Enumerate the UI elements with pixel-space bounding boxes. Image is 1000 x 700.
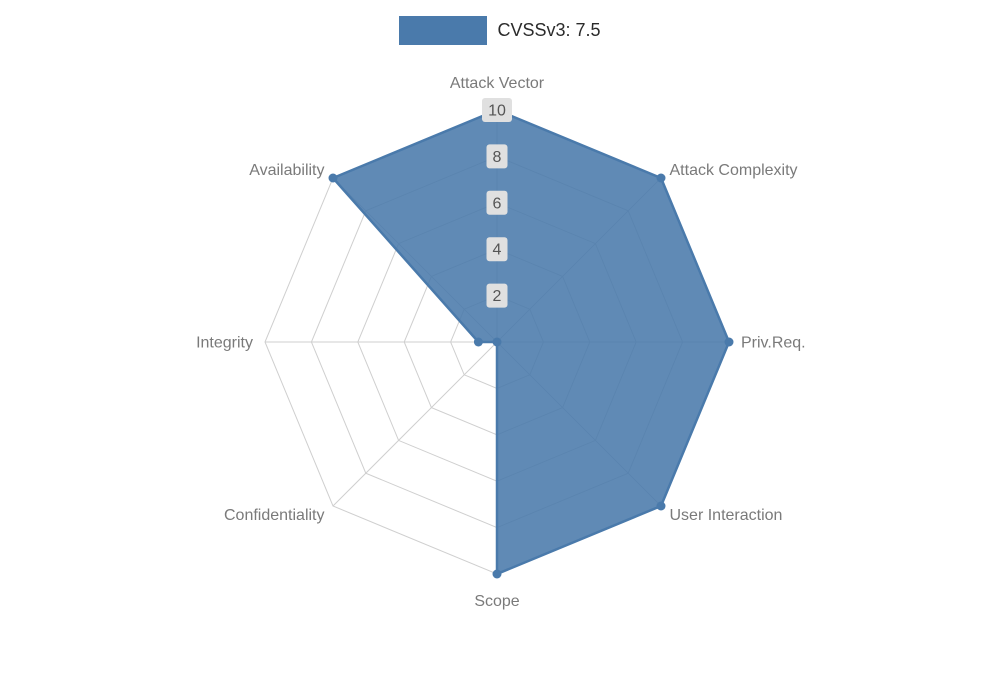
legend-swatch bbox=[399, 16, 488, 45]
radial-tick-label: 6 bbox=[493, 195, 502, 212]
radial-tick-label: 4 bbox=[493, 242, 502, 259]
radial-tick-bg bbox=[486, 283, 508, 308]
radial-tick-bg bbox=[486, 144, 508, 169]
data-point-marker[interactable] bbox=[492, 337, 502, 347]
legend-label: CVSSv3: 7.5 bbox=[497, 20, 601, 40]
radial-tick-label: 8 bbox=[493, 149, 502, 166]
data-point-marker[interactable] bbox=[492, 569, 502, 579]
axis-label-attack-vector: Attack Vector bbox=[450, 75, 545, 92]
radial-tick-label: 10 bbox=[488, 103, 506, 120]
data-point-marker[interactable] bbox=[473, 337, 483, 347]
data-point-marker[interactable] bbox=[656, 501, 666, 511]
radial-tick-bg bbox=[486, 190, 508, 215]
axis-label-priv-req: Priv.Req. bbox=[741, 335, 806, 352]
axis-label-confidentiality: Confidentiality bbox=[224, 507, 325, 524]
axis-label-user-interaction: User Interaction bbox=[670, 507, 783, 524]
axis-label-availability: Availability bbox=[249, 162, 324, 179]
axis-label-scope: Scope bbox=[474, 593, 519, 610]
axis-label-attack-complexity: Attack Complexity bbox=[670, 162, 798, 179]
data-point-marker[interactable] bbox=[656, 173, 666, 183]
radial-tick-bg bbox=[482, 98, 512, 122]
chart-legend[interactable]: CVSSv3: 7.5 bbox=[0, 16, 1000, 45]
radial-tick-bg bbox=[486, 237, 508, 262]
data-point-marker[interactable] bbox=[724, 337, 734, 347]
radial-tick-label: 2 bbox=[493, 288, 502, 305]
radar-spoke bbox=[332, 341, 498, 507]
axis-label-integrity: Integrity bbox=[196, 335, 253, 352]
data-point-marker[interactable] bbox=[328, 173, 338, 183]
